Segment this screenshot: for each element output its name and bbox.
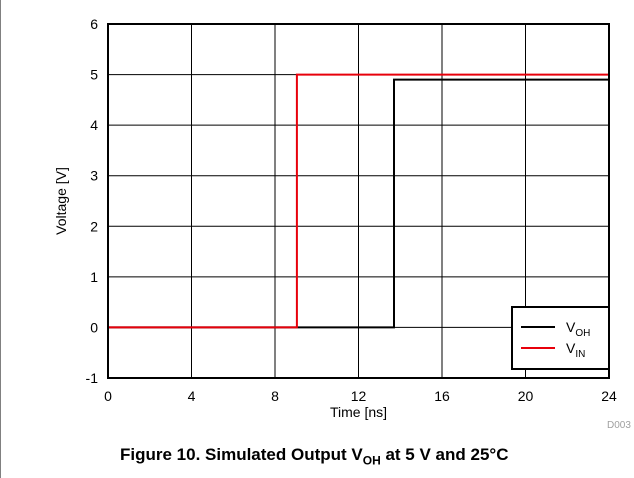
plot-area-border — [107, 23, 610, 379]
x-tick-label: 12 — [351, 388, 367, 404]
y-tick-label: 2 — [90, 218, 98, 234]
x-tick-labels: 0 4 8 12 16 20 24 — [104, 388, 617, 404]
page-frame-left-border — [0, 0, 1, 478]
figure-code-label: D003 — [607, 420, 631, 431]
y-tick-label: -1 — [86, 370, 99, 386]
legend-label-subscript: IN — [575, 349, 585, 360]
legend-label-main: V — [566, 319, 576, 335]
y-tick-label: 6 — [90, 16, 98, 32]
y-axis-label: Voltage [V] — [53, 167, 69, 235]
series-line-vin — [108, 73, 609, 329]
x-tick-label: 20 — [518, 388, 534, 404]
y-tick-labels: -1 0 1 2 3 4 5 6 — [86, 16, 99, 386]
figure-caption: Figure 10. Simulated Output VOH at 5 V a… — [120, 445, 508, 467]
x-axis-label: Time [ns] — [330, 404, 387, 420]
y-tick-label: 4 — [90, 117, 98, 133]
legend-label-vin: VIN — [566, 340, 585, 360]
y-tick-label: 0 — [90, 319, 98, 335]
x-tick-label: 16 — [434, 388, 450, 404]
caption-subscript: OH — [362, 453, 381, 468]
x-tick-label: 0 — [104, 388, 112, 404]
y-tick-label: 3 — [90, 168, 98, 184]
y-tick-label: 1 — [90, 269, 98, 285]
series-lines — [108, 73, 609, 329]
legend-box — [511, 306, 610, 370]
x-tick-label: 4 — [188, 388, 196, 404]
legend-label-main: V — [566, 340, 576, 356]
y-tick-label: 5 — [90, 67, 98, 83]
legend-label-voh: VOH — [566, 319, 590, 339]
caption-prefix: Figure 10. Simulated Output V — [120, 445, 363, 464]
legend-label-subscript: OH — [575, 328, 590, 339]
x-tick-label: 24 — [601, 388, 617, 404]
caption-suffix: at 5 V and 25°C — [380, 445, 509, 464]
x-tick-label: 8 — [271, 388, 279, 404]
